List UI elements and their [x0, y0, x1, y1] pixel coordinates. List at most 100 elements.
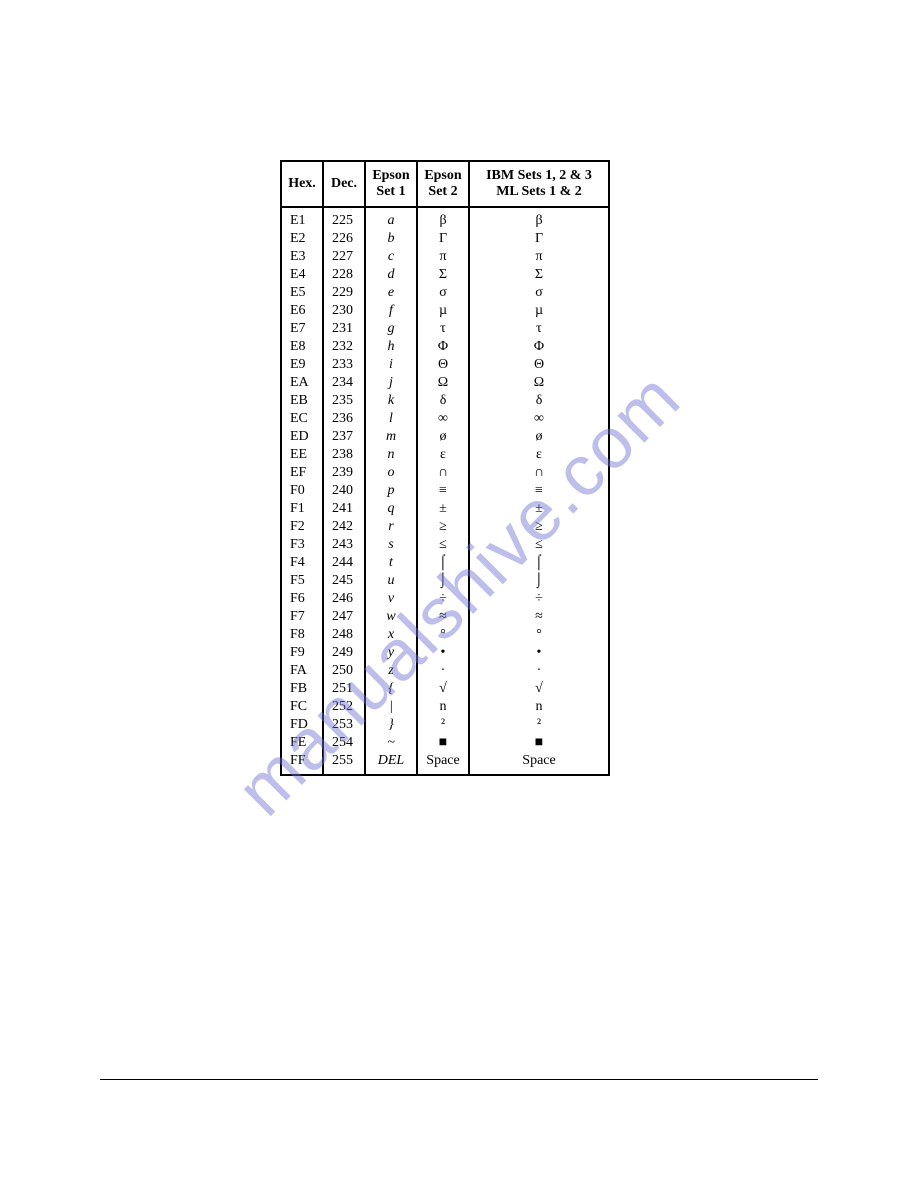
cell-dec: 255 [323, 752, 365, 775]
cell-hex: F6 [281, 590, 323, 608]
cell-hex: E8 [281, 338, 323, 356]
cell-epson-set1: w [365, 608, 417, 626]
cell-dec: 249 [323, 644, 365, 662]
table-row: EA234jΩΩ [281, 374, 609, 392]
cell-epson-set2: ≥ [417, 518, 469, 536]
cell-dec: 238 [323, 446, 365, 464]
table-row: E5229eσσ [281, 284, 609, 302]
cell-epson-set1: c [365, 248, 417, 266]
cell-epson-set1: m [365, 428, 417, 446]
cell-ibm-ml: ∞ [469, 410, 609, 428]
table-row: F4244t⌠⌠ [281, 554, 609, 572]
cell-ibm-ml: σ [469, 284, 609, 302]
cell-ibm-ml: π [469, 248, 609, 266]
cell-hex: E5 [281, 284, 323, 302]
table-row: E8232hΦΦ [281, 338, 609, 356]
table-header-row: Hex. Dec. Epson Set 1 Epson Set 2 IBM Se… [281, 161, 609, 207]
table-row: FA250z·· [281, 662, 609, 680]
cell-epson-set1: l [365, 410, 417, 428]
cell-hex: F4 [281, 554, 323, 572]
charset-table-container: Hex. Dec. Epson Set 1 Epson Set 2 IBM Se… [280, 160, 610, 776]
table-row: E9233iΘΘ [281, 356, 609, 374]
cell-dec: 227 [323, 248, 365, 266]
cell-epson-set2: ∩ [417, 464, 469, 482]
th-set1-line1: Epson [372, 168, 409, 183]
cell-ibm-ml: ° [469, 626, 609, 644]
th-epson-set1: Epson Set 1 [365, 161, 417, 207]
table-row: F0240p≡≡ [281, 482, 609, 500]
cell-hex: E2 [281, 230, 323, 248]
cell-hex: F5 [281, 572, 323, 590]
cell-dec: 245 [323, 572, 365, 590]
table-row: E3227cππ [281, 248, 609, 266]
cell-ibm-ml: Γ [469, 230, 609, 248]
cell-epson-set1: t [365, 554, 417, 572]
cell-dec: 230 [323, 302, 365, 320]
cell-epson-set2: ± [417, 500, 469, 518]
cell-dec: 244 [323, 554, 365, 572]
table-row: F8248x°° [281, 626, 609, 644]
cell-dec: 228 [323, 266, 365, 284]
cell-hex: FA [281, 662, 323, 680]
cell-dec: 243 [323, 536, 365, 554]
cell-epson-set1: e [365, 284, 417, 302]
table-row: E6230fµµ [281, 302, 609, 320]
cell-ibm-ml: τ [469, 320, 609, 338]
cell-ibm-ml: Ω [469, 374, 609, 392]
cell-ibm-ml: ± [469, 500, 609, 518]
cell-dec: 242 [323, 518, 365, 536]
cell-hex: F0 [281, 482, 323, 500]
cell-dec: 229 [323, 284, 365, 302]
cell-epson-set2: Σ [417, 266, 469, 284]
cell-ibm-ml: Φ [469, 338, 609, 356]
cell-epson-set2: µ [417, 302, 469, 320]
cell-dec: 226 [323, 230, 365, 248]
cell-hex: EC [281, 410, 323, 428]
cell-dec: 237 [323, 428, 365, 446]
cell-hex: FF [281, 752, 323, 775]
cell-ibm-ml: ε [469, 446, 609, 464]
cell-ibm-ml: n [469, 698, 609, 716]
cell-dec: 233 [323, 356, 365, 374]
cell-epson-set1: x [365, 626, 417, 644]
table-row: F6246v÷÷ [281, 590, 609, 608]
cell-hex: E1 [281, 207, 323, 230]
cell-epson-set1: f [365, 302, 417, 320]
cell-epson-set2: ø [417, 428, 469, 446]
table-row: EB235kδδ [281, 392, 609, 410]
cell-epson-set2: π [417, 248, 469, 266]
footer-rule [100, 1079, 818, 1080]
cell-ibm-ml: ø [469, 428, 609, 446]
cell-dec: 232 [323, 338, 365, 356]
table-row: F2242r≥≥ [281, 518, 609, 536]
cell-hex: E7 [281, 320, 323, 338]
cell-ibm-ml: β [469, 207, 609, 230]
cell-hex: FE [281, 734, 323, 752]
cell-epson-set1: ~ [365, 734, 417, 752]
cell-ibm-ml: ≈ [469, 608, 609, 626]
cell-epson-set1: o [365, 464, 417, 482]
cell-epson-set1: a [365, 207, 417, 230]
cell-epson-set2: β [417, 207, 469, 230]
cell-epson-set1: h [365, 338, 417, 356]
cell-epson-set1: s [365, 536, 417, 554]
cell-hex: EF [281, 464, 323, 482]
cell-dec: 250 [323, 662, 365, 680]
th-dec: Dec. [323, 161, 365, 207]
cell-ibm-ml: · [469, 662, 609, 680]
cell-epson-set1: u [365, 572, 417, 590]
cell-hex: ED [281, 428, 323, 446]
cell-epson-set2: ÷ [417, 590, 469, 608]
cell-epson-set2: δ [417, 392, 469, 410]
cell-hex: F2 [281, 518, 323, 536]
table-row: FC252|nn [281, 698, 609, 716]
cell-epson-set2: ⌡ [417, 572, 469, 590]
cell-dec: 247 [323, 608, 365, 626]
cell-dec: 225 [323, 207, 365, 230]
th-set2-line1: Epson [424, 168, 461, 183]
cell-ibm-ml: √ [469, 680, 609, 698]
th-ibm-line2: ML Sets 1 & 2 [496, 184, 582, 199]
cell-ibm-ml: ÷ [469, 590, 609, 608]
cell-ibm-ml: Space [469, 752, 609, 775]
cell-epson-set2: ≡ [417, 482, 469, 500]
